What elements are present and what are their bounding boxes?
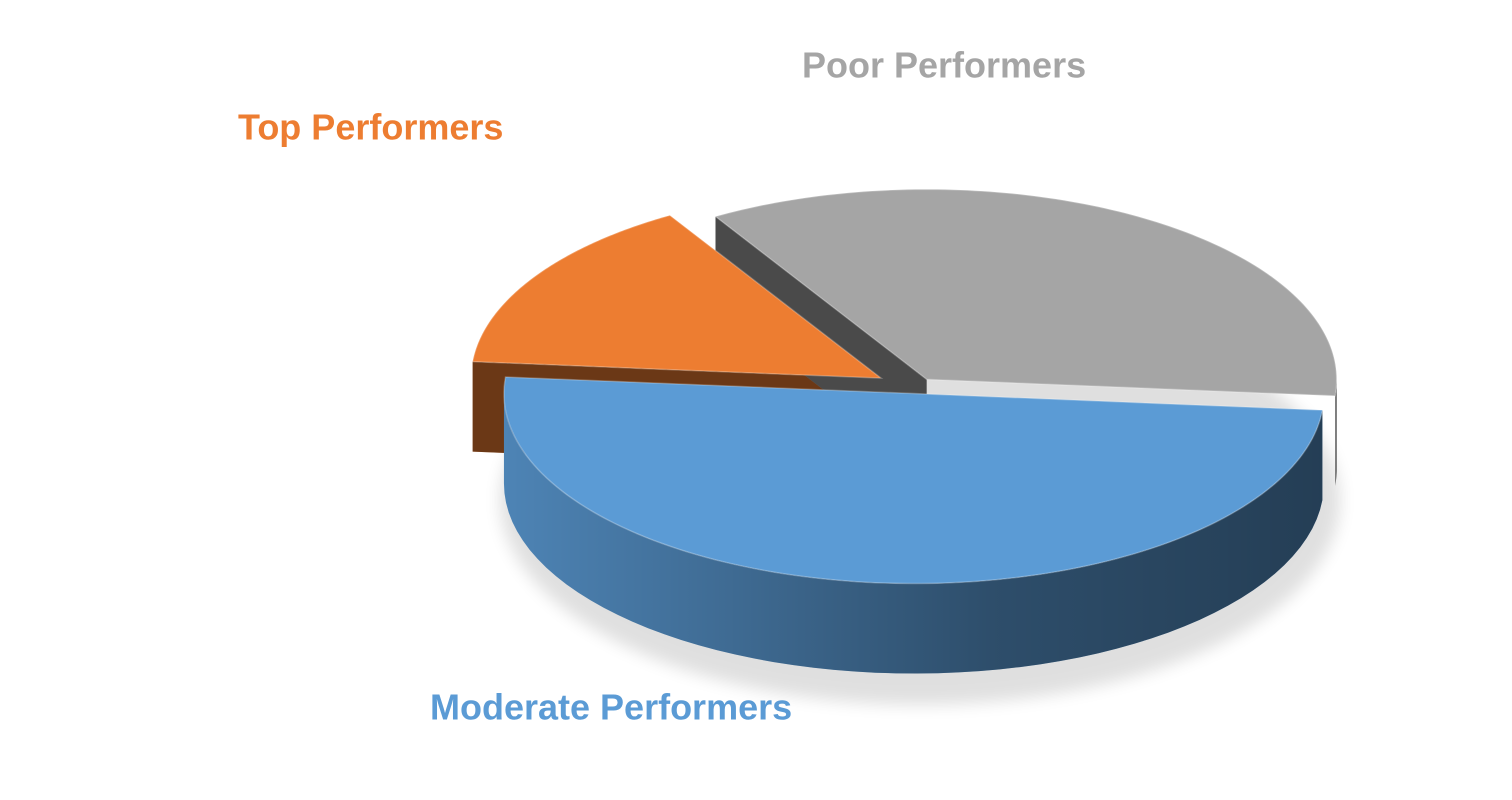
slice — [503, 376, 1324, 585]
slice — [713, 188, 1338, 397]
slice-label: Poor Performers — [802, 45, 1086, 86]
slice-side-shade — [1335, 379, 1337, 486]
slice-label: Moderate Performers — [430, 687, 792, 728]
slice — [471, 214, 884, 380]
slice-side-shade — [503, 393, 1323, 674]
pie — [471, 188, 1338, 674]
slice-label: Top Performers — [238, 107, 503, 148]
